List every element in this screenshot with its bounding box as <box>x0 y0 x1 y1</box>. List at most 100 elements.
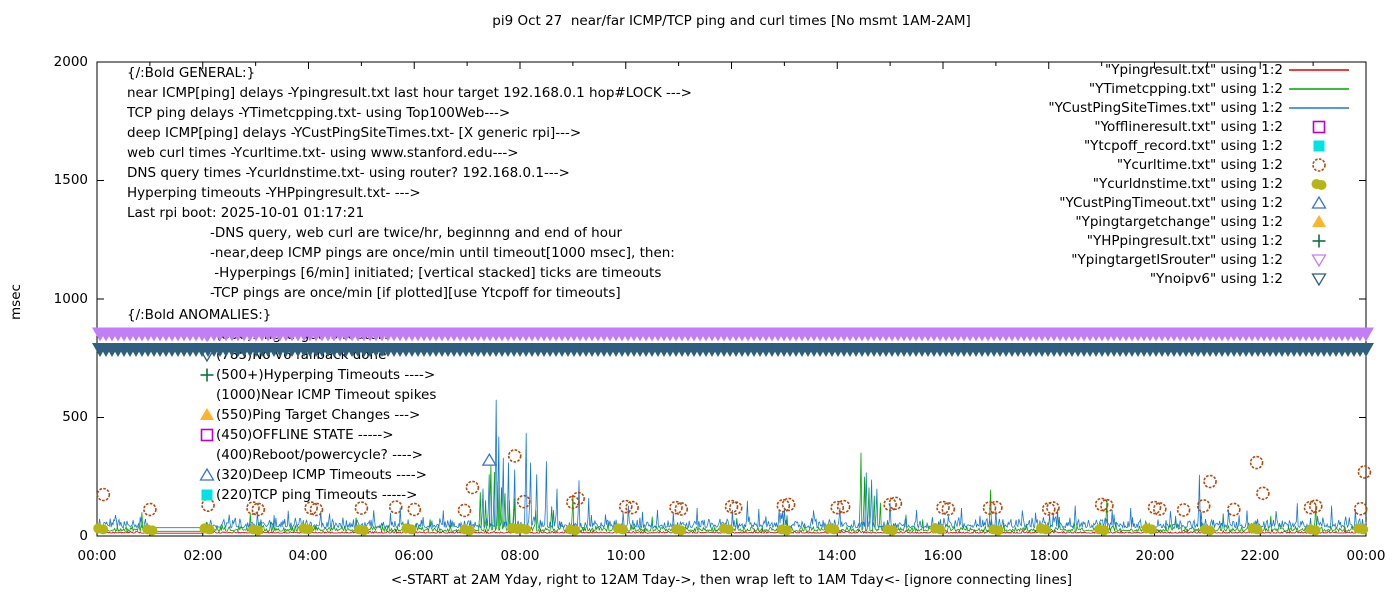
legend-sample-marker <box>1311 179 1322 189</box>
x-tick-label-11: 22:00 <box>1240 548 1280 564</box>
point-ycurltime-txt <box>201 498 215 512</box>
point-ycurltime-txt <box>941 502 956 516</box>
anomaly-tcp-ping-timeouts: (220)TCP ping Timeouts -----> <box>216 487 418 503</box>
point-ycurldnstime-txt <box>507 522 518 533</box>
point-ycurldnstime-txt <box>887 525 898 536</box>
anomaly-marker <box>200 408 214 420</box>
anomaly-ping-target-changes: (550)Ping Target Changes ---> <box>216 407 421 423</box>
x-tick-label-10: 20:00 <box>1135 548 1175 564</box>
anomaly-offline-state: (450)OFFLINE STATE -----> <box>216 427 394 443</box>
annotation-general-header: {/:Bold GENERAL:} <box>127 65 256 81</box>
x-tick-label-7: 14:00 <box>817 548 857 564</box>
point-ycurltime-txt <box>989 500 1003 515</box>
y-axis-label: msec <box>8 284 24 320</box>
point-ycurldnstime-txt <box>1146 524 1157 535</box>
x-tick-label-2: 04:00 <box>288 548 328 564</box>
legend-label-ypingtargetisrouter: "YpingtargetISrouter" using 1:2 <box>1071 252 1283 268</box>
point-ycurltime-txt <box>465 480 480 495</box>
point-ycurltime-txt <box>888 496 903 511</box>
legend-sample-marker <box>1311 254 1327 268</box>
point-ycurldnstime-txt <box>718 523 729 534</box>
point-ycurldnstime-txt <box>824 523 835 534</box>
point-ycurldnstime-txt <box>993 525 1004 536</box>
anomaly-pingtarget-router: (850)PingTarget is router! <box>216 327 389 343</box>
point-ycurltime-txt <box>982 501 997 515</box>
legend-label-yhppingresult: "YHPpingresult.txt" using 1:2 <box>1086 233 1283 249</box>
point-ycurldnstime-txt <box>676 525 687 536</box>
x-axis-label: <-START at 2AM Yday, right to 12AM Tday-… <box>390 572 1073 588</box>
series-line-ypingresult-txt <box>97 528 1367 534</box>
annotation-dns-query: DNS query times -Ycurldnstime.txt- using… <box>127 165 570 181</box>
legend-label-ycustpingtimeout: "YCustPingTimeout.txt" using 1:2 <box>1059 195 1283 211</box>
annotation-note-hyperping: -Hyperpings [6/min] initiated; [vertical… <box>210 265 662 281</box>
point-ycurldnstime-txt <box>1305 524 1316 535</box>
point-ycurldnstime-txt <box>1094 524 1105 535</box>
annotation-note-tcp: -TCP pings are once/min [if plotted][use… <box>210 285 621 301</box>
x-tick-label-8: 16:00 <box>923 548 963 564</box>
point-ycurltime-txt <box>1256 486 1270 501</box>
anomaly-marker <box>201 489 213 501</box>
chart-title: pi9 Oct 27 near/far ICMP/TCP ping and cu… <box>492 13 971 29</box>
point-ycurldnstime-txt <box>1252 524 1263 535</box>
point-ycurldnstime-txt <box>565 524 576 535</box>
legend-label-ycurldnstime: "Ycurldnstime.txt" using 1:2 <box>1092 176 1283 192</box>
anomaly-marker <box>199 349 215 363</box>
point-ycurldnstime-txt <box>142 524 153 535</box>
point-ycurltime-txt <box>830 500 845 515</box>
y-tick-label-1500: 1500 <box>53 172 88 188</box>
point-ycurldnstime-txt <box>930 523 941 534</box>
annotation-note-icmp: -near,deep ICMP pings are once/min until… <box>210 245 675 261</box>
point-ycurldnstime-txt <box>459 524 470 535</box>
x-tick-label-9: 18:00 <box>1029 548 1069 564</box>
anomaly-marker <box>199 329 215 343</box>
point-ycurltime-txt <box>1357 465 1372 479</box>
legend-label-ynoipv6: "Ynoipv6" using 1:2 <box>1149 271 1283 287</box>
legend-sample-marker <box>1312 215 1326 227</box>
anomaly-near-icmp-spikes: (1000)Near ICMP Timeout spikes <box>216 387 437 403</box>
point-ycurltime-txt <box>457 503 472 518</box>
x-tick-label-6: 12:00 <box>711 548 751 564</box>
point-ycurltime-txt <box>781 497 796 512</box>
anomaly-reboot-powercycle: (400)Reboot/powercycle? ----> <box>216 447 423 463</box>
legend-label-ypingtargetchange: "Ypingtargetchange" using 1:2 <box>1075 214 1283 230</box>
point-ycustpingtimeout-txt <box>481 452 497 466</box>
point-ycurltime-txt <box>1176 503 1191 517</box>
legend-label-ytimetcpping: "YTimetcpping.txt" using 1:2 <box>1088 81 1283 97</box>
point-ycurldnstime-txt <box>988 524 999 535</box>
anomaly-hyperping-timeouts: (500+)Hyperping Timeouts ----> <box>216 367 436 383</box>
y-tick-label-1000: 1000 <box>53 291 88 307</box>
point-ycurltime-txt <box>1303 500 1318 515</box>
point-ycurldnstime-txt <box>1199 524 1210 535</box>
point-ycurltime-txt <box>1308 499 1323 513</box>
point-ycurltime-txt <box>507 449 522 463</box>
point-ycurldnstime-txt <box>935 524 946 535</box>
point-ycurltime-txt <box>618 499 633 514</box>
annotation-hyperping: Hyperping timeouts -YHPpingresult.txt- -… <box>127 185 421 201</box>
point-ycurldnstime-txt <box>612 523 623 534</box>
point-ycurldnstime-txt <box>1141 523 1152 534</box>
point-ycurltime-txt <box>728 501 743 515</box>
point-ycurldnstime-txt <box>1035 523 1046 534</box>
legend-sample-marker <box>1311 195 1327 209</box>
legend-sample-marker <box>1316 180 1327 190</box>
annotation-anomalies-header: {/:Bold ANOMALIES:} <box>127 307 272 323</box>
point-ycurldnstime-txt <box>358 525 369 536</box>
point-ycurldnstime-txt <box>516 523 527 534</box>
point-ycurldnstime-txt <box>781 525 792 536</box>
point-ycurltime-txt <box>1249 455 1264 470</box>
point-ycurldnstime-txt <box>248 524 259 535</box>
point-ycurltime-txt <box>669 500 683 515</box>
point-ycurldnstime-txt <box>303 524 314 535</box>
point-ycurltime-txt <box>1227 502 1241 517</box>
point-ycurltime-txt <box>1041 502 1056 516</box>
annotation-near-icmp: near ICMP[ping] delays -Ypingresult.txt … <box>127 85 692 101</box>
point-ycurltime-txt <box>309 502 324 517</box>
point-ycurldnstime-txt <box>521 524 532 535</box>
point-ycurldnstime-txt <box>512 523 523 534</box>
point-ycurltime-txt <box>883 497 897 512</box>
anomaly-no-v6-fallback: (785)No v6 fallback done <box>216 347 387 363</box>
point-ycurldnstime-txt <box>1353 523 1364 534</box>
x-tick-label-0: 00:00 <box>77 548 117 564</box>
legend-sample-marker <box>1312 158 1326 172</box>
anomaly-deep-icmp-timeouts: (320)Deep ICMP Timeouts ----> <box>216 467 427 483</box>
